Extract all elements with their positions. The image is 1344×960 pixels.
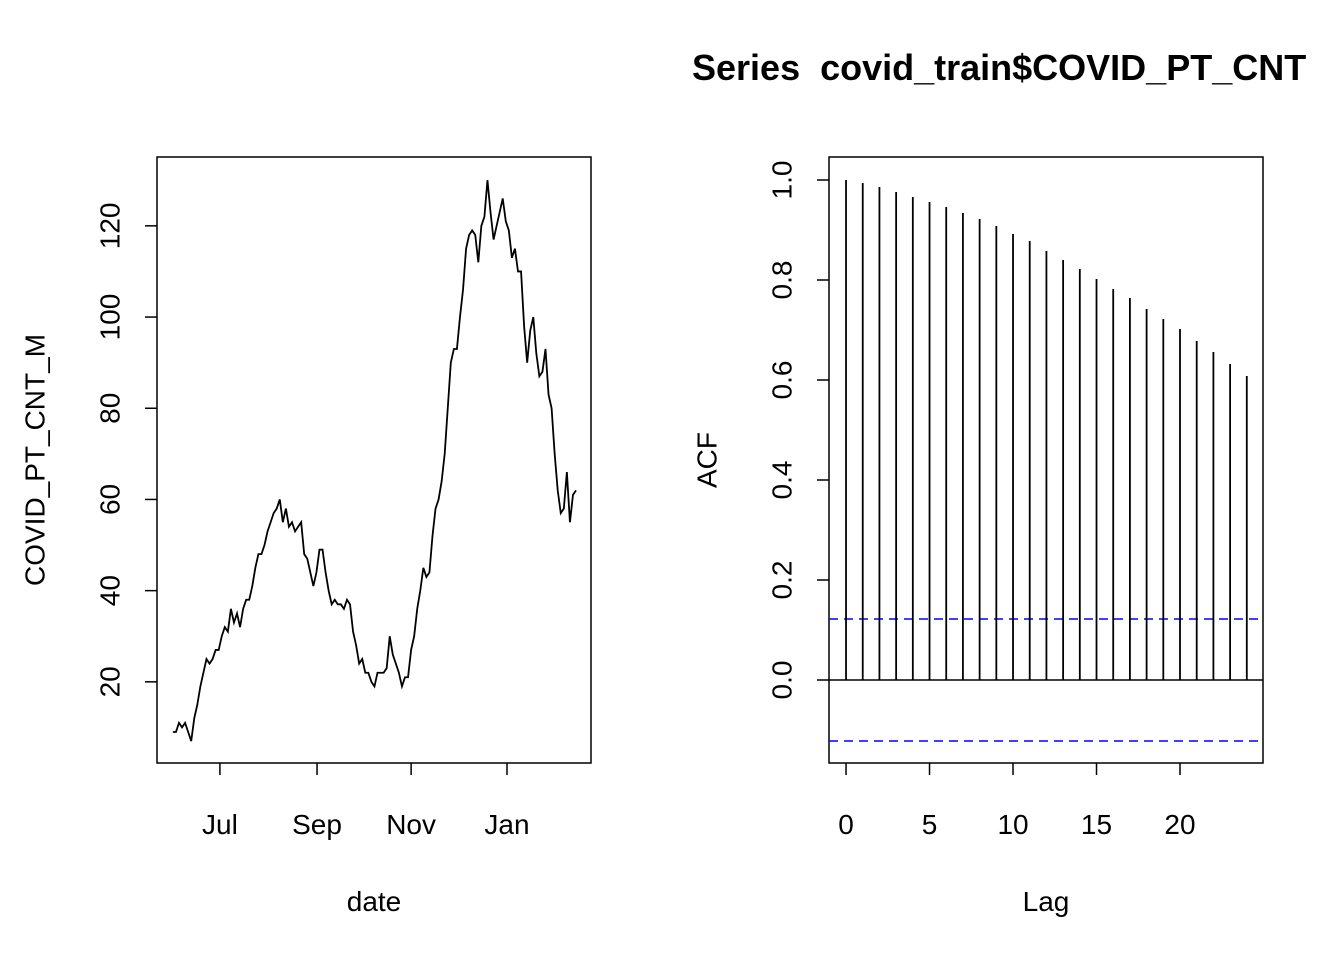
y-tick-label: 40 xyxy=(94,575,125,606)
y-tick-label: 0.0 xyxy=(766,661,797,700)
plot-frame xyxy=(828,156,1264,764)
y-axis-title: COVID_PT_CNT_M xyxy=(19,334,50,586)
y-tick-label: 60 xyxy=(94,484,125,515)
y-tick-label: 0.4 xyxy=(766,461,797,500)
y-axis-title: ACF xyxy=(691,432,722,488)
plot-frame xyxy=(156,156,592,764)
x-tick-label: Jan xyxy=(484,809,529,840)
x-tick-label: 20 xyxy=(1164,809,1195,840)
y-tick-label: 0.8 xyxy=(766,261,797,300)
data-line xyxy=(172,180,577,742)
y-tick-label: 120 xyxy=(94,202,125,249)
x-axis-title: date xyxy=(347,886,402,917)
x-tick-label: 10 xyxy=(997,809,1028,840)
x-axis-title: Lag xyxy=(1023,886,1070,917)
x-tick-label: Nov xyxy=(386,809,436,840)
y-tick-label: 20 xyxy=(94,666,125,697)
y-tick-label: 0.2 xyxy=(766,561,797,600)
y-tick-label: 0.6 xyxy=(766,361,797,400)
chart-title: Series covid_train$COVID_PT_CNT xyxy=(692,47,1306,88)
y-tick-label: 100 xyxy=(94,294,125,341)
y-tick-label: 80 xyxy=(94,393,125,424)
y-tick-label: 1.0 xyxy=(766,161,797,200)
x-tick-label: 15 xyxy=(1081,809,1112,840)
x-tick-label: 0 xyxy=(838,809,854,840)
x-tick-label: Sep xyxy=(292,809,342,840)
x-tick-label: 5 xyxy=(922,809,938,840)
x-tick-label: Jul xyxy=(202,809,238,840)
